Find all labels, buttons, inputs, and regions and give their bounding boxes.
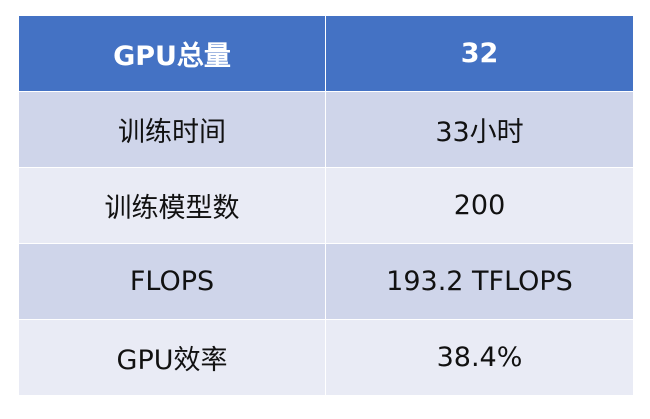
flops-value: 193.2 TFLOPS <box>325 243 634 320</box>
table-row: 训练模型数 200 <box>18 167 634 244</box>
table-row: 训练时间 33小时 <box>18 91 634 168</box>
model-count-label: 训练模型数 <box>18 167 326 244</box>
model-count-value: 200 <box>325 167 634 244</box>
gpu-total-value: 32 <box>325 15 634 92</box>
training-stats-table: GPU总量 32 训练时间 33小时 训练模型数 200 FLOPS 193.2… <box>18 15 634 396</box>
gpu-total-label: GPU总量 <box>18 15 326 92</box>
table-row: GPU效率 38.4% <box>18 319 634 396</box>
training-time-value: 33小时 <box>325 91 634 168</box>
gpu-efficiency-label: GPU效率 <box>18 319 326 396</box>
gpu-efficiency-value: 38.4% <box>325 319 634 396</box>
training-time-label: 训练时间 <box>18 91 326 168</box>
flops-label: FLOPS <box>18 243 326 320</box>
table-row: FLOPS 193.2 TFLOPS <box>18 243 634 320</box>
table-header-row: GPU总量 32 <box>18 15 634 92</box>
